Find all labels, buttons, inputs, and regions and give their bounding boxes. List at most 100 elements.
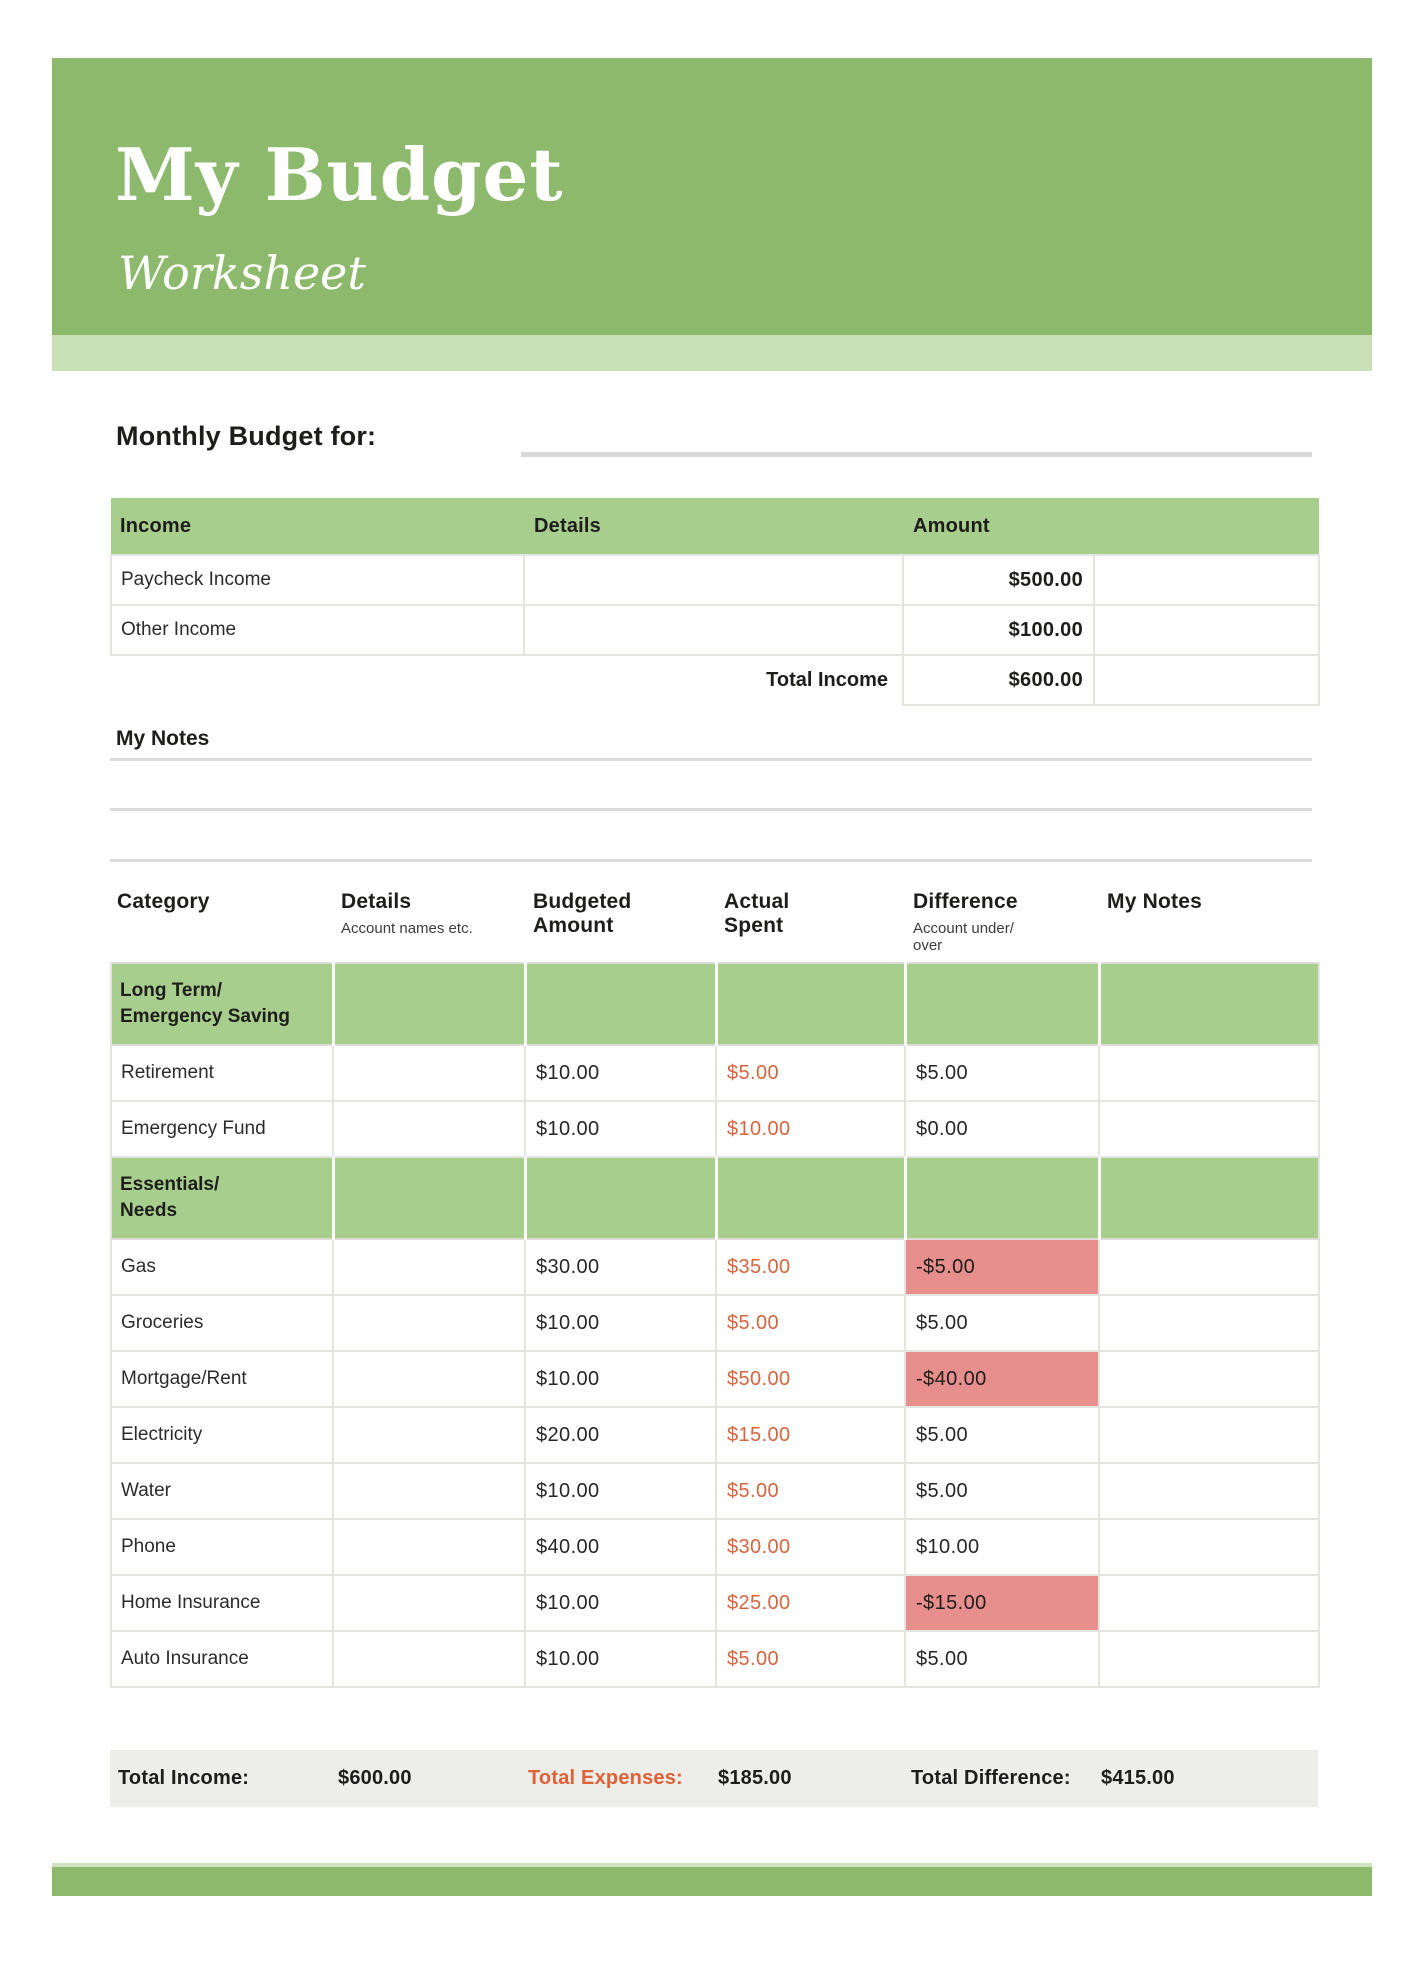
expense-notes [1098,1294,1320,1352]
expense-details [332,1350,526,1408]
total-difference-label: Total Difference: [911,1767,1071,1789]
expense-details [332,1044,526,1102]
budgeted-amount: $10.00 [524,1294,717,1352]
income-row-details [523,554,904,606]
difference-value: -$40.00 [904,1350,1100,1408]
budgeted-amount: $40.00 [524,1518,717,1576]
expense-header-difference-sub: Account under/ over [913,920,1014,954]
expense-details [332,1238,526,1296]
actual-spent: $5.00 [715,1630,906,1688]
expense-header-category: Category [117,890,210,913]
expense-category: Gas [110,1238,334,1296]
difference-value: $5.00 [904,1044,1100,1102]
actual-spent: $25.00 [715,1574,906,1632]
page-subtitle: Worksheet [118,246,366,300]
expense-row: Electricity $20.00 $15.00 $5.00 [110,1406,1320,1464]
expense-header-budgeted: Budgeted Amount [533,890,632,937]
section-cell [714,1156,906,1240]
expense-row: Mortgage/Rent $10.00 $50.00 -$40.00 [110,1350,1320,1408]
actual-spent: $50.00 [715,1350,906,1408]
total-expenses-label: Total Expenses: [528,1767,683,1789]
expense-details [332,1294,526,1352]
section-title: Long Term/ Emergency Saving [110,962,334,1046]
budgeted-amount: $30.00 [524,1238,717,1296]
notes-line [110,808,1312,811]
expense-section-row: Essentials/ Needs [110,1156,1320,1240]
difference-value: $5.00 [904,1462,1100,1520]
expense-category: Phone [110,1518,334,1576]
actual-spent: $10.00 [715,1100,906,1158]
income-row-extra [1093,554,1320,606]
expense-category: Electricity [110,1406,334,1464]
expense-row: Gas $30.00 $35.00 -$5.00 [110,1238,1320,1296]
budgeted-amount: $10.00 [524,1574,717,1632]
expense-row: Auto Insurance $10.00 $5.00 $5.00 [110,1630,1320,1688]
expense-notes [1098,1574,1320,1632]
expense-details [332,1518,526,1576]
difference-value: $5.00 [904,1630,1100,1688]
expense-details [332,1630,526,1688]
expense-header-row: Category Details Account names etc. Budge… [111,888,1319,963]
difference-value: -$15.00 [904,1574,1100,1632]
income-header-extra [1094,498,1319,555]
section-cell [1097,1156,1320,1240]
income-row: Other Income $100.00 [110,604,1320,656]
notes-line [110,859,1312,862]
total-difference-value: $415.00 [1101,1767,1175,1789]
actual-spent: $5.00 [715,1044,906,1102]
expense-row: Home Insurance $10.00 $25.00 -$15.00 [110,1574,1320,1632]
header-banner: My Budget Worksheet [52,58,1372,335]
income-table-body: Paycheck Income $500.00 Other Income $100.0… [110,554,1320,656]
expense-header-details: Details Account names etc. [333,888,525,963]
expense-header-details-sub: Account names etc. [341,920,473,937]
expense-section-row: Long Term/ Emergency Saving [110,962,1320,1046]
difference-value: $5.00 [904,1294,1100,1352]
section-cell [523,962,717,1046]
section-cell [1097,962,1320,1046]
section-cell [903,1156,1100,1240]
budgeted-amount: $20.00 [524,1406,717,1464]
expense-row: Retirement $10.00 $5.00 $5.00 [110,1044,1320,1102]
section-cell [331,1156,526,1240]
expense-notes [1098,1350,1320,1408]
expense-header-actual: Actual Spent [724,890,790,937]
income-header-income: Income [111,498,524,555]
budgeted-amount: $10.00 [524,1630,717,1688]
income-total-amount: $600.00 [902,654,1095,706]
expense-notes [1098,1630,1320,1688]
actual-spent: $30.00 [715,1518,906,1576]
difference-value: -$5.00 [904,1238,1100,1296]
expense-category: Emergency Fund [110,1100,334,1158]
budgeted-amount: $10.00 [524,1462,717,1520]
actual-spent: $35.00 [715,1238,906,1296]
budgeted-amount: $10.00 [524,1044,717,1102]
difference-value: $5.00 [904,1406,1100,1464]
expense-notes [1098,1238,1320,1296]
expense-row: Water $10.00 $5.00 $5.00 [110,1462,1320,1520]
actual-spent: $5.00 [715,1462,906,1520]
expense-table-body: Long Term/ Emergency Saving Retirement $10… [110,962,1320,1688]
income-row-extra [1093,604,1320,656]
income-total-row: Total Income $600.00 [111,654,1320,706]
expense-details [332,1100,526,1158]
difference-value: $10.00 [904,1518,1100,1576]
total-income-value: $600.00 [338,1767,412,1789]
income-row-label: Paycheck Income [110,554,525,606]
monthly-budget-fill-line [521,452,1312,457]
actual-spent: $15.00 [715,1406,906,1464]
expense-notes [1098,1462,1320,1520]
income-row-label: Other Income [110,604,525,656]
expense-notes [1098,1100,1320,1158]
income-row-details [523,604,904,656]
expense-row: Groceries $10.00 $5.00 $5.00 [110,1294,1320,1352]
income-header-amount: Amount [903,498,1094,555]
section-cell [523,1156,717,1240]
my-notes-label: My Notes [116,727,210,750]
section-cell [903,962,1100,1046]
income-table: Income Details Amount Paycheck Income $50… [110,498,1320,706]
income-row-amount: $100.00 [902,604,1095,656]
expense-table: Category Details Account names etc. Budge… [110,888,1320,1688]
actual-spent: $5.00 [715,1294,906,1352]
expense-category: Water [110,1462,334,1520]
